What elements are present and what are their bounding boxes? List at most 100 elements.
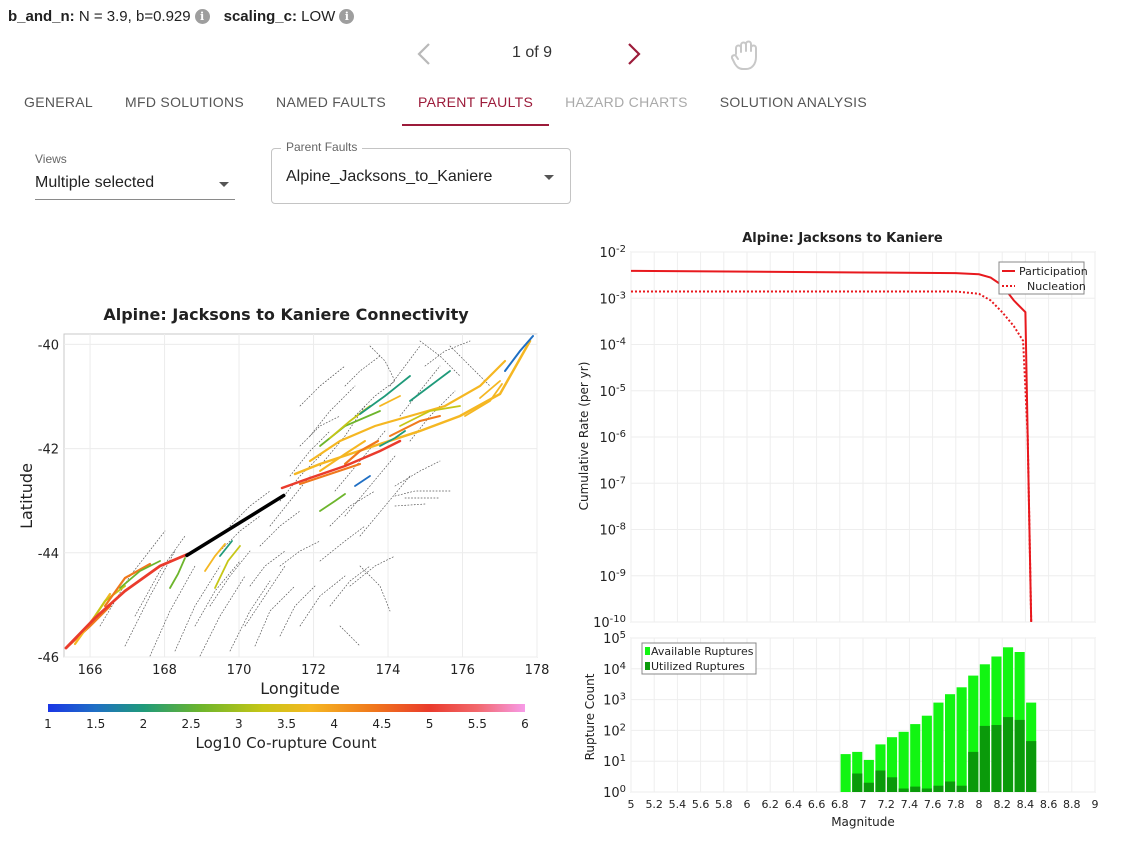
map-x-tick-label: 172 [301, 663, 326, 678]
bar-available [945, 694, 956, 792]
fault-trace [124, 550, 176, 647]
fault-trace [229, 580, 271, 652]
parent-faults-label: Parent Faults [281, 140, 363, 154]
bar-available [910, 724, 921, 792]
fault-trace [329, 565, 371, 607]
fault-trace [214, 545, 241, 589]
parent-faults-select[interactable]: Parent Faults Alpine_Jacksons_to_Kaniere [271, 140, 571, 204]
map-x-tick-label: 166 [78, 663, 103, 678]
bar-utilized [968, 751, 979, 792]
bar-available [898, 731, 909, 792]
fault-trace [319, 440, 366, 472]
hand-grab-icon[interactable] [727, 38, 767, 72]
series-participation [630, 269, 1033, 623]
colorbar-tick-label: 4 [330, 717, 338, 731]
count-x-tick-label: 6.8 [831, 798, 849, 811]
count-y-tick-label: 102 [603, 722, 626, 739]
bar-utilized [863, 782, 874, 792]
count-x-tick-label: 8.2 [993, 798, 1011, 811]
tab-hazard-charts: HAZARD CHARTS [565, 94, 688, 110]
count-x-tick-label: 7 [860, 798, 867, 811]
count-x-tick-label: 8.6 [1040, 798, 1058, 811]
tab-general[interactable]: GENERAL [24, 94, 94, 110]
fault-trace [169, 557, 186, 589]
count-x-tick-label: 8 [976, 798, 983, 811]
map-y-tick-label: -46 [38, 651, 59, 666]
tab-named-faults[interactable]: NAMED FAULTS [276, 94, 386, 110]
map-x-tick-label: 176 [450, 663, 475, 678]
info-icon[interactable]: i [194, 9, 210, 24]
fault-trace [349, 555, 396, 587]
rate-y-tick-label: 10-9 [599, 568, 626, 585]
count-x-tick-label: 7.2 [877, 798, 895, 811]
legend-label: Participation [1019, 265, 1088, 278]
rate-y-tick-label: 10-4 [599, 337, 626, 354]
fault-trace [249, 550, 286, 587]
count-x-tick-label: 9 [1092, 798, 1099, 811]
fault-trace [279, 540, 321, 567]
fault-trace [344, 455, 396, 517]
dropdown-arrow-icon [219, 182, 229, 187]
rate-y-tick-label: 10-10 [593, 614, 626, 631]
bar-utilized [910, 786, 921, 792]
colorbar-tick-label: 2 [140, 717, 148, 731]
bar-utilized [979, 725, 990, 792]
count-y-tick-label: 105 [603, 630, 626, 647]
scaling-label: scaling_c: [223, 8, 297, 25]
count-x-tick-label: 5.8 [715, 798, 733, 811]
bar-utilized [1003, 717, 1014, 792]
count-x-tick-label: 7.4 [901, 798, 919, 811]
series-nucleation [631, 290, 1033, 623]
fault-trace [199, 575, 246, 657]
fault-trace [259, 510, 301, 547]
fault-trace [424, 340, 471, 367]
tab-solution-analysis[interactable]: SOLUTION ANALYSIS [719, 94, 868, 110]
fault-trace [309, 385, 356, 437]
rate-legend-box [998, 261, 1085, 295]
fault-trace [279, 585, 316, 637]
map-x-tick-label: 170 [227, 663, 252, 678]
fault-trace [319, 405, 366, 467]
colorbar-label: Log10 Co-rupture Count [196, 734, 377, 752]
fault-trace [308, 359, 507, 463]
info-icon[interactable]: i [339, 9, 355, 24]
fault-trace [379, 430, 406, 447]
fault-trace [194, 560, 241, 627]
tab-mfd-solutions[interactable]: MFD SOLUTIONS [125, 94, 245, 110]
count-y-axis-label: Rupture Count [583, 673, 597, 760]
bar-utilized [887, 777, 898, 792]
fault-trace [319, 493, 346, 512]
chevron-left-icon[interactable] [413, 40, 435, 68]
fault-trace [394, 490, 451, 497]
rate-y-tick-label: 10-6 [599, 429, 626, 446]
fault-trace [280, 439, 402, 490]
fault-trace [359, 375, 411, 415]
legend-swatch [645, 662, 650, 670]
bar-utilized [898, 788, 909, 792]
count-x-tick-label: 6.2 [761, 798, 779, 811]
count-x-tick-label: 7.6 [924, 798, 942, 811]
fault-trace [209, 550, 251, 607]
views-label: Views [35, 152, 67, 166]
tab-parent-faults[interactable]: PARENT FAULTS [401, 84, 550, 126]
rate-y-axis-label: Cumulative Rate (per yr) [577, 362, 591, 511]
views-select[interactable]: Views Multiple selected [35, 152, 235, 200]
b-and-n-value: N = 3.9, b=0.929 [78, 8, 191, 25]
connectivity-map: 166 168 170 172 174 176 178 -40 -42 -44 -46 Longi… [17, 333, 550, 752]
chevron-right-icon[interactable] [623, 40, 645, 68]
fault-trace [354, 380, 396, 417]
legend-label: Utilized Ruptures [651, 660, 745, 673]
fault-trace [359, 475, 411, 537]
map-y-tick-label: -40 [38, 338, 59, 353]
fault-trace [299, 575, 346, 627]
rate-y-tick-label: 10-2 [599, 244, 626, 261]
count-x-tick-label: 5.2 [645, 798, 663, 811]
count-y-tick-label: 101 [603, 753, 626, 770]
bar-available [863, 759, 874, 792]
count-x-tick-label: 7.8 [947, 798, 965, 811]
count-x-tick-label: 6 [744, 798, 751, 811]
fault-trace [174, 565, 221, 652]
bar-available [956, 687, 967, 792]
fault-trace [219, 540, 233, 557]
map-x-tick-label: 178 [525, 663, 550, 678]
